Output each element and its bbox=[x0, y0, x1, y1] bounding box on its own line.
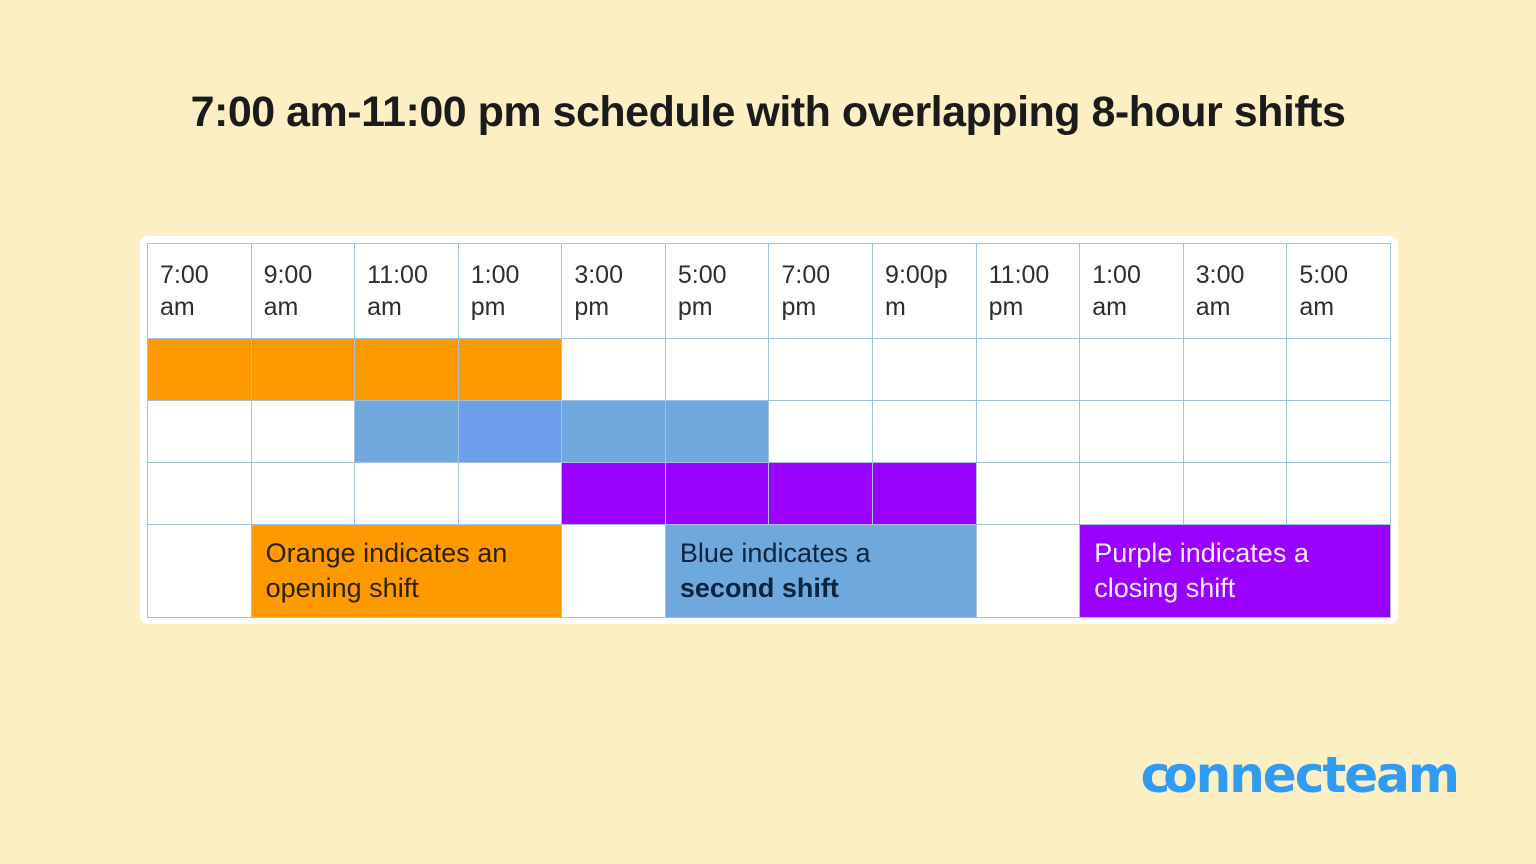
empty-cell bbox=[1079, 400, 1184, 463]
legend-gap-2 bbox=[561, 524, 666, 618]
second-shift-cell bbox=[664, 400, 770, 463]
column-header: 9:00 am bbox=[250, 243, 356, 339]
legend-opening-shift-text: Orange indicates an opening shift bbox=[265, 537, 508, 603]
opening-shift-cell bbox=[250, 338, 356, 401]
empty-cell bbox=[872, 400, 977, 463]
opening-shift-cell bbox=[147, 338, 252, 401]
empty-cell bbox=[457, 462, 563, 525]
connecteam-logo: connecteam bbox=[1140, 746, 1460, 804]
second-shift-cell bbox=[354, 400, 459, 463]
column-header: 7:00 am bbox=[147, 243, 252, 339]
column-header: 1:00 pm bbox=[457, 243, 563, 339]
header-row: 7:00 am 9:00 am 11:00 am 1:00 pm 3:00 pm 5:00… bbox=[147, 243, 1391, 339]
empty-cell bbox=[975, 462, 1081, 525]
closing-shift-cell bbox=[768, 462, 874, 525]
empty-cell bbox=[975, 400, 1081, 463]
empty-cell bbox=[1182, 338, 1288, 401]
column-header: 11:00 pm bbox=[975, 243, 1081, 339]
empty-cell bbox=[561, 338, 666, 401]
column-header: 3:00 pm bbox=[561, 243, 666, 339]
opening-shift-row bbox=[147, 338, 1391, 401]
legend-closing-shift-text: Purple indicates a closing shift bbox=[1094, 537, 1309, 603]
empty-cell bbox=[354, 462, 459, 525]
empty-cell bbox=[147, 462, 252, 525]
column-header: 7:00 pm bbox=[768, 243, 874, 339]
opening-shift-cell bbox=[354, 338, 459, 401]
empty-cell bbox=[1079, 338, 1184, 401]
closing-shift-cell bbox=[664, 462, 770, 525]
second-shift-row bbox=[147, 400, 1391, 463]
schedule-table: 7:00 am 9:00 am 11:00 am 1:00 pm 3:00 pm 5:00… bbox=[147, 243, 1391, 618]
closing-shift-cell bbox=[561, 462, 666, 525]
empty-cell bbox=[1286, 462, 1391, 525]
column-header: 1:00 am bbox=[1079, 243, 1184, 339]
empty-cell bbox=[1286, 400, 1391, 463]
legend-gap-3 bbox=[975, 524, 1081, 618]
column-header: 3:00 am bbox=[1182, 243, 1288, 339]
closing-shift-cell bbox=[872, 462, 977, 525]
empty-cell bbox=[975, 338, 1081, 401]
second-shift-cell bbox=[561, 400, 666, 463]
empty-cell bbox=[872, 338, 977, 401]
legend-closing-shift: Purple indicates a closing shift bbox=[1079, 524, 1391, 618]
column-header: 9:00pm bbox=[872, 243, 977, 339]
empty-cell bbox=[147, 400, 252, 463]
empty-cell bbox=[768, 338, 874, 401]
column-header: 11:00 am bbox=[354, 243, 459, 339]
empty-cell bbox=[1182, 400, 1288, 463]
empty-cell bbox=[1182, 462, 1288, 525]
column-header: 5:00 am bbox=[1286, 243, 1391, 339]
empty-cell bbox=[250, 462, 356, 525]
empty-cell bbox=[768, 400, 874, 463]
legend-gap-1 bbox=[147, 524, 252, 618]
column-header: 5:00 pm bbox=[664, 243, 770, 339]
empty-cell bbox=[250, 400, 356, 463]
empty-cell bbox=[664, 338, 770, 401]
page-title: 7:00 am-11:00 pm schedule with overlappi… bbox=[190, 88, 1346, 136]
closing-shift-row bbox=[147, 462, 1391, 525]
empty-cell bbox=[1079, 462, 1184, 525]
legend-second-shift: Blue indicates a second shift bbox=[664, 524, 977, 618]
schedule-card: 7:00 am 9:00 am 11:00 am 1:00 pm 3:00 pm 5:00… bbox=[140, 236, 1398, 624]
legend-row: Orange indicates an opening shift Blue in… bbox=[147, 524, 1391, 618]
legend-opening-shift: Orange indicates an opening shift bbox=[250, 524, 563, 618]
second-shift-cell bbox=[457, 400, 563, 463]
empty-cell bbox=[1286, 338, 1391, 401]
legend-second-shift-text: Blue indicates a second shift bbox=[679, 537, 871, 603]
opening-shift-cell bbox=[457, 338, 563, 401]
